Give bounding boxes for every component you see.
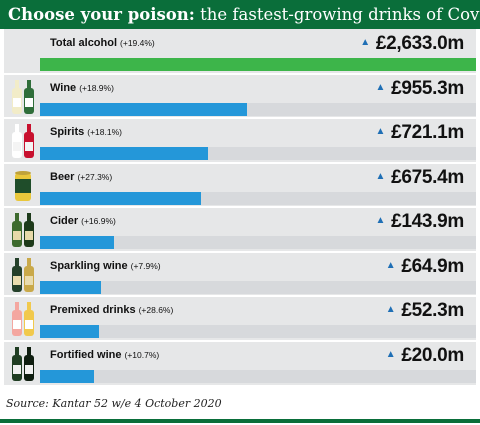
growth-percent: (+27.3%) [77,172,113,182]
bar [40,370,94,383]
value-text: £2,633.0m [375,33,464,54]
chart-title-bold: Choose your poison: [8,5,195,24]
data-label: ▲ £955.3m [375,78,464,100]
bar [40,147,208,160]
data-label: ▲ £2,633.0m [360,33,464,55]
row-divider [4,117,476,119]
category-label: Fortified wine (+10.7%) [50,349,159,361]
up-arrow-icon: ▲ [375,171,386,182]
data-label: ▲ £143.9m [375,211,464,233]
chart-panel: Total alcohol (+19.4%) ▲ £2,633.0m Wine (+18.… [4,29,476,385]
spirits-bottles-icon [9,122,37,160]
category-name: Spirits [50,126,85,138]
bar-track [40,370,476,383]
value-text: £675.4m [391,167,464,188]
growth-percent: (+19.4%) [120,38,155,48]
category-name: Cider [50,215,79,227]
bar-row: Wine (+18.9%) ▲ £955.3m [4,74,476,118]
up-arrow-icon: ▲ [360,37,370,48]
value-text: £64.9m [401,256,464,277]
bar-track [40,281,476,294]
up-arrow-icon: ▲ [385,260,396,271]
growth-percent: (+18.1%) [87,127,122,137]
category-label: Total alcohol (+19.4%) [50,37,155,49]
beer-can-icon [9,167,37,205]
category-name: Sparkling wine [50,260,128,272]
chart-title-rest: the fastest-growing drinks of Covid [194,5,480,24]
up-arrow-icon: ▲ [375,126,386,137]
value-text: £955.3m [391,78,464,99]
category-label: Spirits (+18.1%) [50,126,122,138]
sparkling-wine-bottles-icon [9,256,37,294]
data-label: ▲ £675.4m [375,167,464,189]
bar [40,236,114,249]
value-text: £143.9m [391,211,464,232]
row-divider [4,251,476,253]
bottom-rule [0,419,480,423]
bar-track [40,325,476,338]
row-divider [4,162,476,164]
data-label: ▲ £721.1m [375,122,464,144]
row-divider [4,206,476,208]
bar-row: Total alcohol (+19.4%) ▲ £2,633.0m [4,29,476,73]
growth-percent: (+7.9%) [130,261,161,271]
category-label: Beer (+27.3%) [50,171,112,183]
data-label: ▲ £20.0m [385,345,465,367]
bar [40,325,99,338]
bar-row: Beer (+27.3%) ▲ £675.4m [4,163,476,207]
bar-row: Fortified wine (+10.7%) ▲ £20.0m [4,341,476,385]
up-arrow-icon: ▲ [375,215,386,226]
value-text: £721.1m [391,122,464,143]
category-name: Premixed drinks [50,304,136,316]
growth-percent: (+18.9%) [79,83,114,93]
up-arrow-icon: ▲ [385,304,396,315]
growth-percent: (+10.7%) [124,350,160,360]
premixed-drinks-bottles-icon [9,300,37,338]
bar [40,58,476,71]
row-divider [4,295,476,297]
category-label: Cider (+16.9%) [50,215,116,227]
bar [40,281,101,294]
category-label: Wine (+18.9%) [50,82,114,94]
data-label: ▲ £52.3m [385,300,465,322]
bar [40,192,201,205]
bar-row: Premixed drinks (+28.6%) ▲ £52.3m [4,296,476,340]
data-label: ▲ £64.9m [385,256,465,278]
value-text: £52.3m [401,300,464,321]
bar [40,103,247,116]
chart-title: Choose your poison: the fastest-growing … [0,0,480,29]
wine-bottles-icon [9,78,37,116]
up-arrow-icon: ▲ [375,82,386,93]
category-name: Beer [50,171,75,183]
bar-row: Sparkling wine (+7.9%) ▲ £64.9m [4,252,476,296]
category-name: Fortified wine [50,349,122,361]
category-name: Wine [50,82,77,94]
value-text: £20.0m [401,345,464,366]
up-arrow-icon: ▲ [385,349,396,360]
growth-percent: (+16.9%) [81,216,116,226]
category-label: Premixed drinks (+28.6%) [50,304,173,316]
bar-row: Spirits (+18.1%) ▲ £721.1m [4,118,476,162]
source-note: Source: Kantar 52 w/e 4 October 2020 [6,397,222,410]
category-label: Sparkling wine (+7.9%) [50,260,161,272]
bar-row: Cider (+16.9%) ▲ £143.9m [4,207,476,251]
category-name: Total alcohol [50,37,118,49]
bar-track [40,236,476,249]
row-divider [4,73,476,75]
growth-percent: (+28.6%) [138,305,174,315]
fortified-wine-bottles-icon [9,345,37,383]
cider-bottles-icon [9,211,37,249]
row-divider [4,340,476,342]
